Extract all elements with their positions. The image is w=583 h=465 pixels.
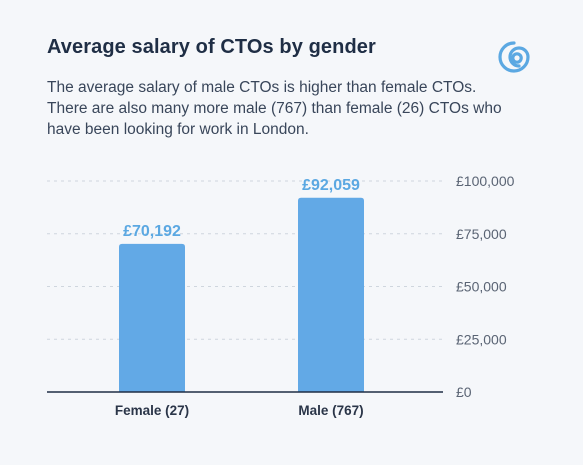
chart-title: Average salary of CTOs by gender xyxy=(47,36,376,58)
y-tick-label: £0 xyxy=(456,384,472,400)
data-label: £70,192 xyxy=(123,223,181,240)
category-label: Male (767) xyxy=(298,403,363,418)
category-label: Female (27) xyxy=(115,403,189,418)
y-tick-label: £25,000 xyxy=(456,331,507,347)
y-tick-label: £75,000 xyxy=(456,226,507,242)
chart-subtitle: The average salary of male CTOs is highe… xyxy=(47,79,502,138)
spiral-logo-icon xyxy=(498,41,530,73)
data-label: £92,059 xyxy=(302,177,360,194)
bar xyxy=(298,197,364,392)
bar xyxy=(119,243,185,392)
y-tick-label: £100,000 xyxy=(456,173,515,189)
y-tick-label: £50,000 xyxy=(456,279,507,295)
